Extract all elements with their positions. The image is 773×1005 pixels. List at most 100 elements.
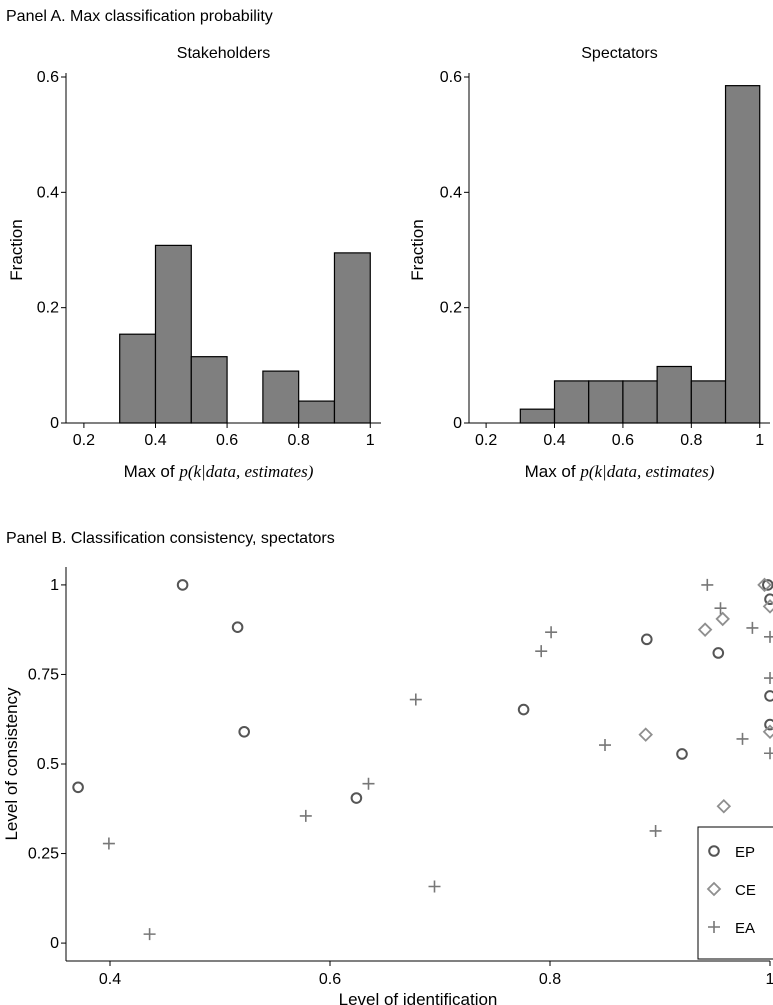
scatter-point-ce [715,611,730,627]
series-ea [102,578,773,941]
scatter-point-ce [697,622,713,637]
x-tick-label: 0.8 [539,971,561,988]
histogram-bar [190,356,228,424]
scatter-point-ea [299,809,312,822]
y-tick-label: 0.6 [37,69,59,86]
y-tick-label: 0.75 [28,666,59,683]
scatter-point-ea [143,928,156,941]
series-ce [638,577,773,814]
scatter-point-ep [676,748,688,760]
stakeholders-histogram: Stakeholders 0 0.2 0.4 0.6 0.2 0.4 0.6 0.8 1 Fract… [7,45,381,481]
scatter-point-ea [362,777,375,790]
chart-title: Spectators [581,45,657,62]
x-tick-label: 1 [755,432,764,449]
y-tick-label: 0.6 [440,69,462,86]
scatter-point-ep [231,621,244,633]
x-axis-label-prefix: Max of [525,462,581,481]
scatter-point-ea [545,626,558,639]
scatter-point-ep [72,781,84,794]
y-tick-label: 0.25 [28,846,59,863]
histogram-bar [690,380,727,424]
histogram-bar [119,333,157,424]
x-tick-label: 0.8 [288,432,310,449]
scatter-point-ep [350,792,363,804]
legend-marker-ea [708,921,720,933]
legend-marker-ep [708,845,720,857]
legend-label: EP [735,844,755,861]
x-tick-label: 1 [766,971,773,988]
x-axis-label: Max of p(k|data, estimates) [124,462,314,481]
scatter-point-ep [517,703,530,716]
y-tick-label: 1 [50,577,59,594]
legend-label: CE [735,882,756,899]
scatter-point-ea [764,672,773,685]
scatter-point-ep [238,725,250,738]
scatter-point-ea [764,747,773,760]
y-tick-label: 0.5 [37,756,59,773]
histogram-bar [724,85,761,424]
y-tick-label: 0 [50,415,59,432]
x-axis-label-math: p(k|data, estimates) [579,462,714,481]
scatter-point-ep [764,593,773,606]
scatter-point-ea [102,837,115,850]
x-axis-label: Max of p(k|data, estimates) [525,462,715,481]
scatter-point-ea [409,693,422,706]
y-tick-label: 0 [50,935,59,952]
histogram-bar [553,380,590,424]
histogram-bar [298,400,336,424]
scatter-point-ea [649,824,662,837]
x-tick-label: 0.4 [144,432,166,449]
x-tick-label: 0.6 [216,432,238,449]
x-axis-label-math: p(k|data, estimates) [178,462,313,481]
histogram-bar [333,252,371,424]
scatter-point-ce [638,727,653,742]
panel-a-title: Panel A. Max classification probability [6,8,273,25]
x-axis-label: Level of identification [339,990,498,1005]
scatter-point-ea [701,578,714,591]
scatter-point-ep [641,633,653,646]
x-tick-label: 0.2 [73,432,95,449]
y-axis-label: Level of consistency [2,687,21,841]
y-tick-label: 0 [453,415,462,432]
legend-label: EA [735,920,755,937]
scatter-point-ea [764,630,773,643]
spectators-histogram: Spectators 0 0.2 0.4 0.6 0.2 0.4 0.6 0.8 1 Fractio… [408,45,770,481]
scatter-point-ea [714,602,727,615]
scatter-point-ce [757,577,772,593]
consistency-scatter: 0 0.25 0.5 0.75 1 0.4 0.6 0.8 1 Level of identifi… [2,567,773,1005]
scatter-point-ea [428,880,441,893]
histogram-bar [622,380,658,424]
scatter-point-ea [736,732,749,745]
y-axis-label: Fraction [7,219,26,280]
x-tick-label: 0.2 [475,432,497,449]
series-ep [72,579,773,804]
scatter-point-ep [764,718,773,731]
x-tick-label: 0.4 [543,432,565,449]
legend-marker-ce [706,881,722,897]
histogram-bar [519,408,556,424]
x-tick-label: 0.8 [680,432,702,449]
histogram-bar [262,370,300,424]
y-axis-label: Fraction [408,219,427,280]
y-tick-label: 0.4 [440,184,462,201]
scatter-point-ep [764,690,773,702]
scatter-point-ea [746,621,759,634]
scatter-point-ce [762,724,773,740]
scatter-point-ea [599,739,611,752]
y-tick-label: 0.4 [37,184,59,201]
x-tick-label: 1 [366,432,375,449]
scatter-point-ep [712,647,725,659]
y-tick-label: 0.2 [440,300,462,317]
histogram-bar [154,244,192,424]
x-tick-label: 0.4 [99,971,121,988]
scatter-point-ce [716,798,732,814]
x-axis-label-prefix: Max of [124,462,180,481]
histogram-bar [656,365,692,424]
scatter-point-ce [762,599,773,614]
legend: EP CE EA [697,826,773,960]
scatter-point-ep [176,579,189,591]
panel-b-title: Panel B. Classification consistency, spe… [6,530,335,547]
x-tick-label: 0.6 [612,432,634,449]
histogram-bar [588,380,624,424]
